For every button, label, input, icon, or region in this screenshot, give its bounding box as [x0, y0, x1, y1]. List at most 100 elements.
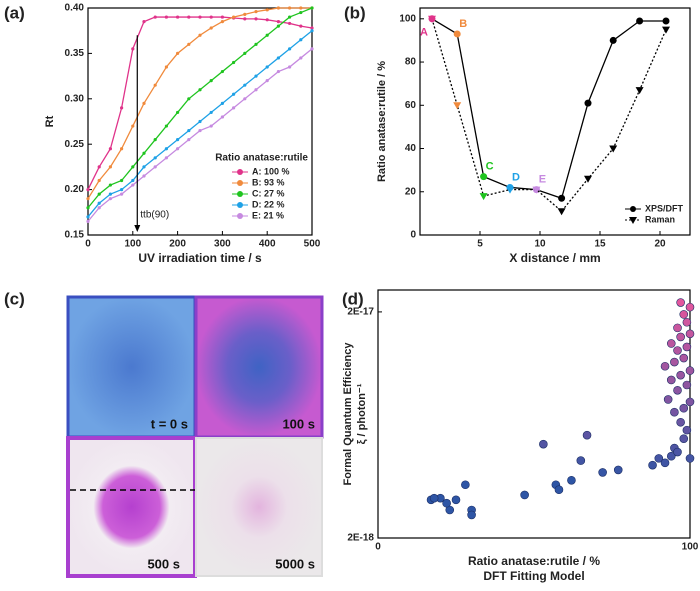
- data-point: [153, 83, 157, 87]
- data-point: [164, 65, 168, 69]
- data-point: [187, 97, 191, 101]
- data-point: [299, 6, 303, 10]
- data-point: [299, 10, 303, 15]
- data-point: [679, 403, 689, 413]
- data-point: [209, 26, 213, 30]
- legend-title: Ratio anatase:rutile: [215, 153, 308, 164]
- legend-label: XPS/DFT: [645, 203, 684, 213]
- x-tick-label: 100: [124, 239, 141, 250]
- data-point: [666, 339, 676, 348]
- data-point: [97, 178, 101, 183]
- data-point: [558, 194, 566, 202]
- data-point: [479, 193, 488, 201]
- y-axis-title: Formal Quantum Efficiency: [342, 342, 354, 486]
- point-label: A: [420, 27, 428, 39]
- point-label: C: [486, 161, 494, 173]
- data-point: [582, 430, 592, 440]
- data-point: [299, 24, 303, 28]
- data-point: [232, 92, 236, 96]
- plot-frame: [377, 289, 691, 539]
- data-point: [676, 298, 685, 307]
- plot-frame: [419, 7, 691, 236]
- data-point: [636, 17, 644, 25]
- y-tick-label: 20: [405, 186, 417, 197]
- photo-caption: 100 s: [282, 416, 315, 431]
- data-point: [86, 219, 90, 223]
- data-point: [654, 454, 664, 463]
- data-point: [120, 178, 124, 183]
- data-point: [682, 317, 692, 327]
- data-point: [576, 456, 586, 465]
- y-tick-label: 80: [405, 57, 417, 68]
- data-point: [539, 439, 548, 449]
- data-point: [237, 191, 243, 197]
- data-point: [131, 47, 135, 51]
- data-point: [220, 69, 224, 74]
- data-point: [97, 165, 101, 169]
- data-point: [108, 197, 112, 201]
- data-point: [554, 485, 564, 495]
- data-point: [142, 101, 146, 105]
- y-tick-label: 2E-17: [347, 307, 374, 318]
- data-point: [299, 56, 303, 60]
- data-point: [682, 380, 692, 390]
- data-point: [451, 495, 461, 505]
- y-tick-label: 0: [410, 230, 416, 241]
- data-point: [142, 151, 146, 155]
- data-point: [153, 15, 157, 19]
- data-point: [243, 83, 247, 87]
- data-point: [142, 20, 146, 24]
- data-point: [97, 192, 101, 196]
- legend-label: Raman: [645, 214, 675, 224]
- data-point: [164, 124, 168, 128]
- data-point: [120, 106, 124, 110]
- legend-label: D: 22 %: [252, 199, 285, 209]
- plot-frame: [87, 7, 313, 236]
- data-point: [243, 17, 247, 21]
- data-point: [685, 329, 695, 339]
- data-point: [276, 69, 280, 74]
- data-point: [254, 74, 258, 78]
- data-point: [310, 47, 314, 51]
- data-point: [142, 174, 146, 178]
- x-tick-label: 0: [375, 542, 381, 553]
- data-point: [635, 87, 644, 95]
- legend-label: C: 27 %: [252, 188, 285, 198]
- data-point: [176, 110, 180, 115]
- y-tick-label: 0.25: [65, 139, 85, 150]
- data-point: [276, 24, 280, 28]
- data-point: [265, 79, 269, 83]
- data-point: [198, 15, 202, 19]
- data-point: [685, 366, 695, 375]
- data-point: [676, 370, 685, 380]
- data-point: [187, 15, 191, 19]
- data-point: [288, 21, 292, 26]
- data-point: [243, 12, 247, 16]
- data-point: [254, 17, 258, 21]
- data-point: [108, 147, 112, 151]
- data-point: [142, 165, 146, 169]
- photo-caption: t = 0 s: [151, 416, 188, 431]
- photo-caption: 5000 s: [275, 556, 315, 571]
- panel-label: (b): [344, 3, 366, 22]
- data-point: [198, 128, 202, 133]
- panel-label: (c): [4, 289, 25, 308]
- data-point: [288, 65, 292, 69]
- data-point: [86, 197, 90, 201]
- y-tick-label: 0.30: [65, 93, 85, 104]
- data-point: [520, 490, 529, 500]
- data-point: [461, 480, 470, 490]
- data-point: [676, 332, 685, 342]
- data-point: [237, 169, 243, 175]
- y-axis-title: ξ / photon⁻¹: [356, 383, 368, 444]
- data-point: [532, 186, 541, 194]
- photo-tile: [195, 437, 323, 577]
- y-tick-label: 60: [405, 100, 417, 111]
- data-point: [673, 386, 682, 395]
- x-tick-label: 10: [534, 239, 546, 250]
- data-point: [97, 201, 101, 205]
- data-point: [176, 138, 180, 142]
- data-point: [670, 407, 679, 417]
- photo-tile: [66, 436, 197, 578]
- data-point: [679, 353, 689, 363]
